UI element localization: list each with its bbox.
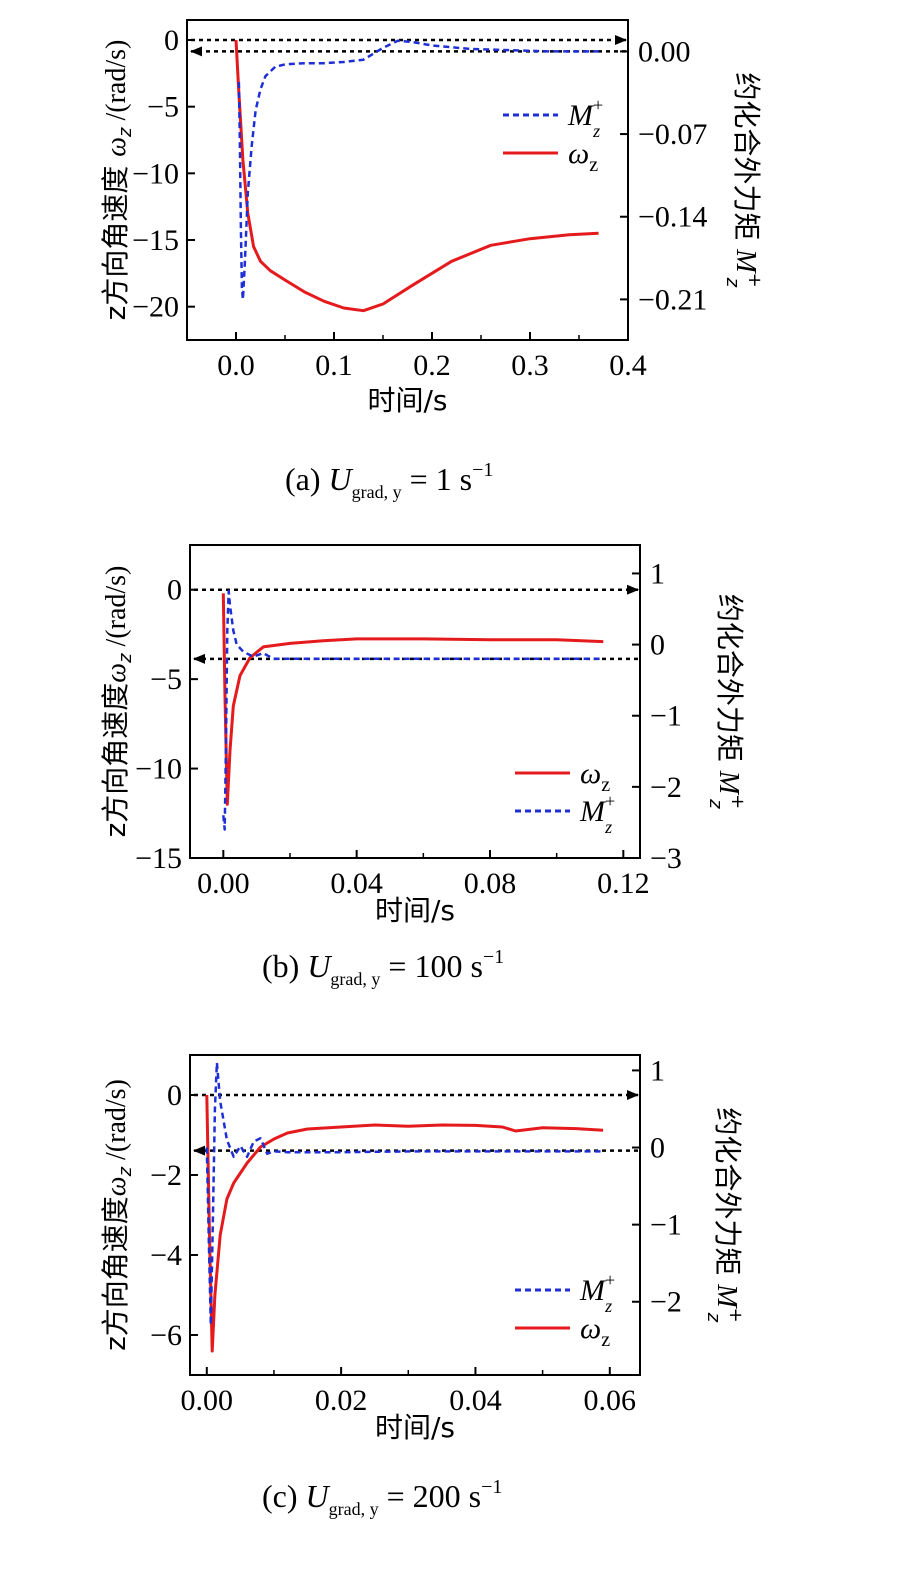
y-left-axis-label: z方向角速度 ωz /(rad/s): [99, 40, 136, 321]
legend-label-omega: ωz: [580, 1312, 610, 1351]
chart-c: 0.00 0.02 0.04 0.06 0 −2 −4 −6 1 0 −1 −2 M+ zωz 时间/s z方…: [99, 1054, 746, 1519]
x-tick-label: 0.00: [197, 867, 250, 900]
x-tick-label: 0.4: [609, 349, 647, 382]
legend-label-moment: M+ z: [567, 95, 603, 141]
y-right-tick-label: −1: [650, 700, 682, 733]
legend-label-moment: M+ z: [579, 1270, 615, 1316]
y-left-tick-label: −10: [132, 157, 179, 190]
y-left-tick-label: −4: [150, 1239, 182, 1272]
x-tick-label: 0.2: [413, 349, 451, 382]
y-left-tick-label: −15: [132, 224, 179, 257]
y-left-tick-label: −5: [150, 663, 182, 696]
chart-b: 0.00 0.04 0.08 0.12 0 −5 −10 −15 1 0 −1 −2 −3 ωzM+ z 时间…: [99, 544, 748, 989]
series-omega-line: [221, 593, 604, 806]
y-left-tick-label: −6: [150, 1319, 182, 1352]
x-tick-label: 0.00: [181, 1384, 234, 1417]
y-right-tick-label: 0.00: [638, 35, 691, 68]
plot-frame: [186, 19, 629, 341]
x-tick-label: 0.04: [449, 1384, 502, 1417]
y-left-tick-label: −2: [150, 1159, 182, 1192]
y-right-tick-label: −2: [650, 1286, 682, 1319]
y-right-tick-label: −1: [650, 1209, 682, 1242]
y-right-tick-label: 0: [650, 629, 665, 662]
x-axis-label: 时间/s: [367, 384, 447, 417]
legend-label-moment: M+ z: [579, 791, 615, 837]
series-omega-line: [205, 1094, 604, 1353]
y-right-axis-label: 约化合外力矩 M+z: [703, 1107, 746, 1322]
y-right-axis-label: 约化合外力矩 M+z: [705, 594, 748, 809]
y-right-tick-label: 0: [650, 1132, 665, 1165]
x-tick-label: 0.0: [217, 349, 255, 382]
x-tick-label: 0.3: [511, 349, 549, 382]
chart-a: 0.0 0.1 0.2 0.3 0.4 0 −5 −10 −15 −20 0.00 −0.07 −0.1…: [99, 19, 765, 502]
series-moment-line: [222, 589, 604, 831]
plot-frame: [189, 1054, 641, 1376]
y-left-tick-label: 0: [167, 574, 182, 607]
y-left-axis-label: z方向角速度ωz /(rad/s): [99, 1079, 136, 1351]
series-moment-line: [237, 39, 599, 301]
x-tick-label: 0.12: [597, 867, 650, 900]
x-axis-label: 时间/s: [375, 1411, 455, 1444]
y-left-tick-label: −5: [147, 91, 179, 124]
y-right-tick-label: 1: [650, 1054, 665, 1087]
y-right-tick-label: 1: [650, 557, 665, 590]
y-left-tick-label: 0: [167, 1079, 182, 1112]
legend-label-omega: ωz: [580, 757, 610, 796]
y-left-tick-label: −10: [135, 753, 182, 786]
y-right-tick-label: −3: [650, 842, 682, 875]
x-tick-label: 0.02: [315, 1384, 368, 1417]
y-right-tick-label: −0.21: [638, 283, 707, 316]
y-right-axis-label: 约化合外力矩 M+z: [722, 72, 765, 287]
y-left-axis-label: z方向角速度ωz /(rad/s): [99, 566, 136, 838]
plot-frame: [189, 544, 641, 859]
y-right-tick-label: −0.14: [638, 201, 707, 234]
series-moment-line: [205, 1061, 604, 1327]
x-axis-label: 时间/s: [375, 894, 455, 927]
legend-label-omega: ωz: [568, 137, 598, 176]
y-right-tick-label: −0.07: [638, 118, 707, 151]
y-left-tick-label: −20: [132, 291, 179, 324]
y-right-tick-label: −2: [650, 771, 682, 804]
chart-caption: (b) Ugrad, y = 100 s−1: [262, 946, 504, 989]
x-tick-label: 0.1: [315, 349, 353, 382]
x-tick-label: 0.08: [464, 867, 517, 900]
chart-caption: (c) Ugrad, y = 200 s−1: [262, 1476, 502, 1519]
x-tick-label: 0.04: [330, 867, 383, 900]
x-tick-label: 0.06: [584, 1384, 637, 1417]
y-left-tick-label: −15: [135, 842, 182, 875]
chart-caption: (a) Ugrad, y = 1 s−1: [285, 459, 493, 502]
series-omega-line: [234, 39, 599, 313]
y-left-tick-label: 0: [164, 24, 179, 57]
